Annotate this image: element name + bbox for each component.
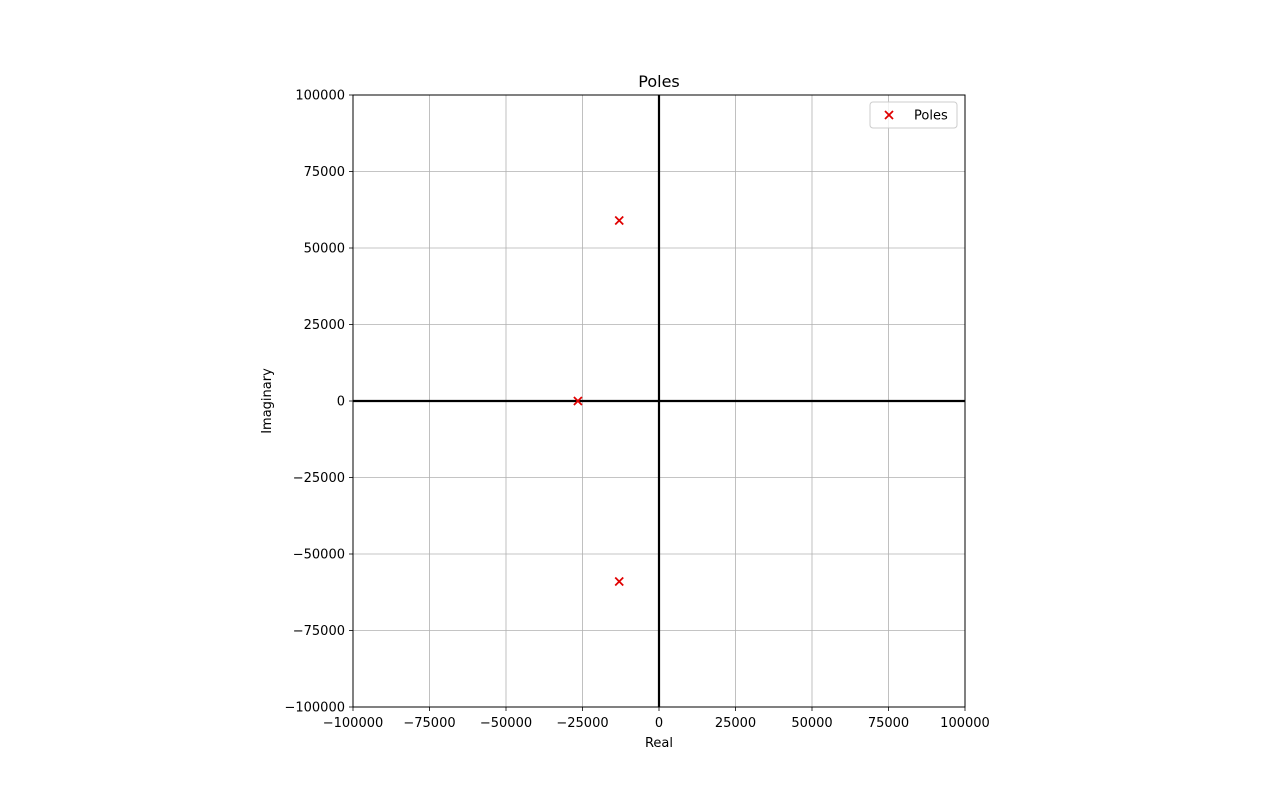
x-stroke (884, 110, 894, 120)
y-tick-label: 25000 (304, 318, 345, 333)
legend: Poles (869, 101, 958, 129)
x-ticks: −100000 −75000 −50000 −25000 0 25000 50000 7500… (323, 707, 990, 731)
x-tick-label: −100000 (323, 716, 384, 731)
y-tick-label: −75000 (293, 624, 345, 639)
pole-point (573, 396, 583, 406)
x-tick-label: −75000 (403, 716, 455, 731)
y-tick-label: 0 (337, 395, 345, 410)
x-tick-label: 100000 (940, 716, 990, 731)
legend-marker-x-icon (884, 110, 894, 120)
y-tick-label: 100000 (295, 89, 345, 104)
x-tick-label: 25000 (715, 716, 756, 731)
y-tick-label: −100000 (284, 701, 345, 716)
x-tick-label: 75000 (868, 716, 909, 731)
pole-point (614, 576, 624, 587)
x-tick-label: 0 (655, 716, 663, 731)
y-ticks: −100000 −75000 −50000 −25000 0 25000 50000 7500… (284, 89, 353, 716)
x-stroke (614, 576, 624, 587)
x-stroke (614, 215, 624, 226)
y-tick-label: 75000 (304, 165, 345, 180)
x-axis-label: Real (645, 736, 673, 751)
pole-point (614, 215, 624, 226)
y-tick-label: −50000 (293, 548, 345, 563)
y-tick-label: −25000 (293, 471, 345, 486)
x-tick-label: 50000 (791, 716, 832, 731)
x-stroke (573, 396, 583, 406)
y-tick-label: 50000 (304, 242, 345, 257)
data-points (573, 215, 624, 587)
legend-label: Poles (914, 109, 948, 124)
y-axis-label: Imaginary (260, 368, 275, 434)
x-tick-label: −25000 (556, 716, 608, 731)
chart-title: Poles (638, 72, 680, 91)
x-tick-label: −50000 (480, 716, 532, 731)
legend-x-mark (884, 110, 894, 120)
zero-axis-lines (353, 95, 965, 707)
legend-box (869, 101, 958, 129)
